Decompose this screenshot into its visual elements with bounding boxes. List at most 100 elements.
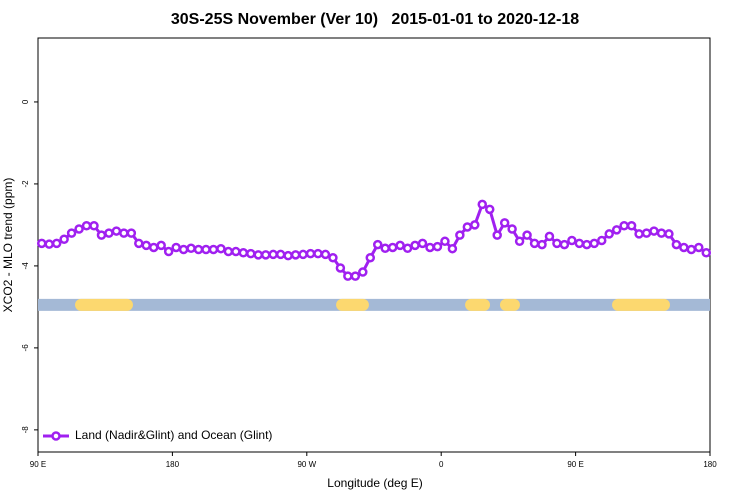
data-point (36, 238, 47, 249)
y-tick-label: -2 (21, 180, 30, 188)
data-point (559, 239, 570, 250)
data-point (268, 249, 278, 260)
data-point (141, 240, 152, 251)
data-point (679, 242, 689, 253)
data-point (514, 236, 525, 247)
data-point (104, 228, 114, 238)
data-point (671, 239, 682, 250)
data-point (313, 248, 323, 259)
data-point (402, 243, 413, 254)
data-point (134, 238, 144, 249)
data-point (283, 250, 293, 261)
data-point (380, 243, 390, 254)
data-point (470, 220, 480, 230)
data-point (201, 244, 211, 255)
y-tick-label: -6 (21, 344, 30, 352)
data-point (178, 244, 189, 255)
data-point (537, 239, 547, 250)
data-point (701, 248, 712, 258)
x-tick-label: 90 W (297, 460, 316, 469)
data-point (544, 231, 555, 242)
data-point (477, 199, 488, 210)
data-point (275, 249, 286, 260)
data-point (350, 271, 361, 281)
data-point (589, 238, 600, 249)
data-point (89, 220, 99, 231)
data-point (455, 230, 465, 240)
data-point (492, 230, 502, 240)
data-point (626, 220, 637, 231)
data-point (111, 226, 122, 236)
x-axis-label: Longitude (deg E) (327, 476, 422, 490)
data-point (186, 243, 196, 254)
data-point (365, 252, 376, 263)
data-point (410, 240, 420, 251)
data-point (59, 234, 69, 245)
data-point (619, 220, 629, 231)
data-point (529, 238, 540, 249)
data-point (335, 263, 346, 273)
data-point (462, 222, 473, 232)
data-point (656, 228, 667, 238)
data-point (686, 244, 697, 255)
data-point (216, 243, 226, 254)
data-point (148, 242, 159, 253)
data-point (51, 238, 62, 249)
chart-title: 30S-25S November (Ver 10) 2015-01-01 to … (171, 11, 579, 28)
data-point (126, 228, 137, 238)
legend-label: Land (Nadir&Glint) and Ocean (Glint) (75, 428, 272, 442)
data-point (156, 240, 166, 251)
data-point (507, 224, 517, 234)
data-point (387, 242, 398, 253)
y-tick-label: -8 (21, 426, 30, 434)
data-point (641, 228, 652, 238)
data-point (171, 242, 181, 253)
x-tick-label: 90 E (30, 460, 46, 469)
data-point (395, 240, 405, 251)
data-point (432, 241, 443, 252)
data-point (298, 249, 308, 260)
data-point (596, 235, 607, 246)
data-point (372, 239, 383, 250)
data-point (440, 236, 450, 247)
data-point (425, 242, 435, 253)
data-point (694, 242, 704, 253)
y-axis-label: XCO2 - MLO trend (ppm) (1, 178, 15, 313)
data-point (231, 246, 241, 257)
data-point (582, 239, 592, 250)
data-point (328, 252, 338, 263)
y-tick-label: 0 (21, 99, 30, 104)
data-point (74, 224, 84, 234)
data-point (223, 246, 234, 257)
data-point (163, 246, 174, 257)
x-tick-label: 180 (703, 460, 717, 469)
data-point (552, 238, 562, 249)
data-point (305, 248, 316, 259)
data-point (664, 229, 674, 239)
data-point (320, 249, 331, 260)
data-point (522, 230, 532, 240)
data-point (238, 248, 249, 258)
x-tick-label: 180 (166, 460, 180, 469)
data-point (66, 228, 77, 238)
data-point (208, 244, 219, 255)
data-point (44, 239, 54, 249)
data-point (447, 243, 458, 254)
data-point (253, 250, 264, 260)
data-point (604, 229, 614, 239)
data-point (290, 250, 301, 260)
data-point (193, 244, 204, 255)
data-point (119, 228, 129, 238)
data-point (574, 238, 585, 249)
data-point (611, 225, 622, 235)
legend-marker (51, 431, 61, 441)
data-point (417, 238, 428, 249)
data-point (96, 230, 107, 240)
data-point (343, 271, 353, 281)
data-point (649, 226, 659, 236)
data-point (81, 220, 92, 231)
x-tick-label: 0 (439, 460, 444, 469)
data-point (484, 204, 495, 215)
